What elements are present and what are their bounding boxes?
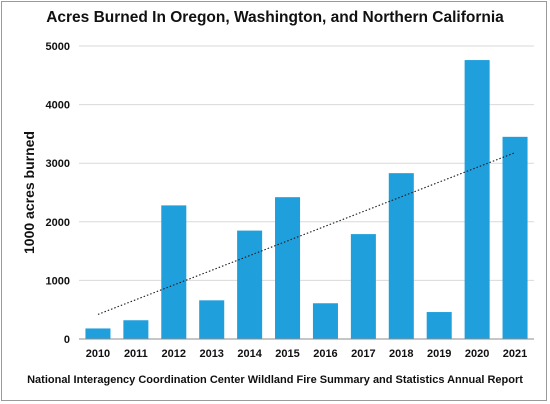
- bar-2016: [312, 303, 338, 339]
- bar-2020: [464, 60, 490, 340]
- gridlines: [79, 45, 534, 281]
- y-tick-label: 0: [64, 334, 70, 346]
- x-tick-label: 2014: [237, 348, 262, 360]
- x-tick-label: 2015: [275, 348, 299, 360]
- x-tick-label: 2011: [124, 348, 148, 360]
- bar-2019: [426, 312, 452, 339]
- bar-2011: [123, 320, 149, 339]
- trendline-layer: [97, 152, 516, 315]
- tick-labels: 0 1000 2000 3000 4000 5000 2010 2011 2012 2013 201…: [46, 41, 528, 360]
- x-tick-label: 2019: [427, 348, 451, 360]
- bar-2018: [388, 173, 414, 339]
- bar-2010: [85, 328, 111, 339]
- y-tick-label: 4000: [46, 100, 70, 112]
- chart-source-note: National Interagency Coordination Center…: [27, 374, 523, 386]
- bar-2017: [350, 234, 376, 339]
- y-axis-title: 1000 acres burned: [21, 131, 37, 254]
- y-tick-label: 5000: [46, 41, 70, 53]
- x-tick-label: 2018: [389, 348, 413, 360]
- bar-2012: [161, 205, 187, 339]
- x-tick-label: 2013: [199, 348, 223, 360]
- x-tick-label: 2010: [86, 348, 110, 360]
- x-tick-label: 2012: [162, 348, 186, 360]
- bar-2021: [502, 136, 528, 339]
- bar-2015: [275, 197, 301, 339]
- chart-title: Acres Burned In Oregon, Washington, and …: [46, 9, 504, 26]
- x-tick-label: 2021: [503, 348, 527, 360]
- bar-2014: [237, 230, 263, 339]
- trendline: [97, 152, 516, 315]
- x-tick-label: 2017: [351, 348, 375, 360]
- bar-2013: [199, 300, 225, 339]
- y-tick-label: 1000: [46, 275, 70, 287]
- x-tick-label: 2016: [313, 348, 337, 360]
- y-tick-label: 3000: [46, 158, 70, 170]
- x-tick-label: 2020: [465, 348, 489, 360]
- bars: [85, 60, 528, 340]
- y-tick-label: 2000: [46, 217, 70, 229]
